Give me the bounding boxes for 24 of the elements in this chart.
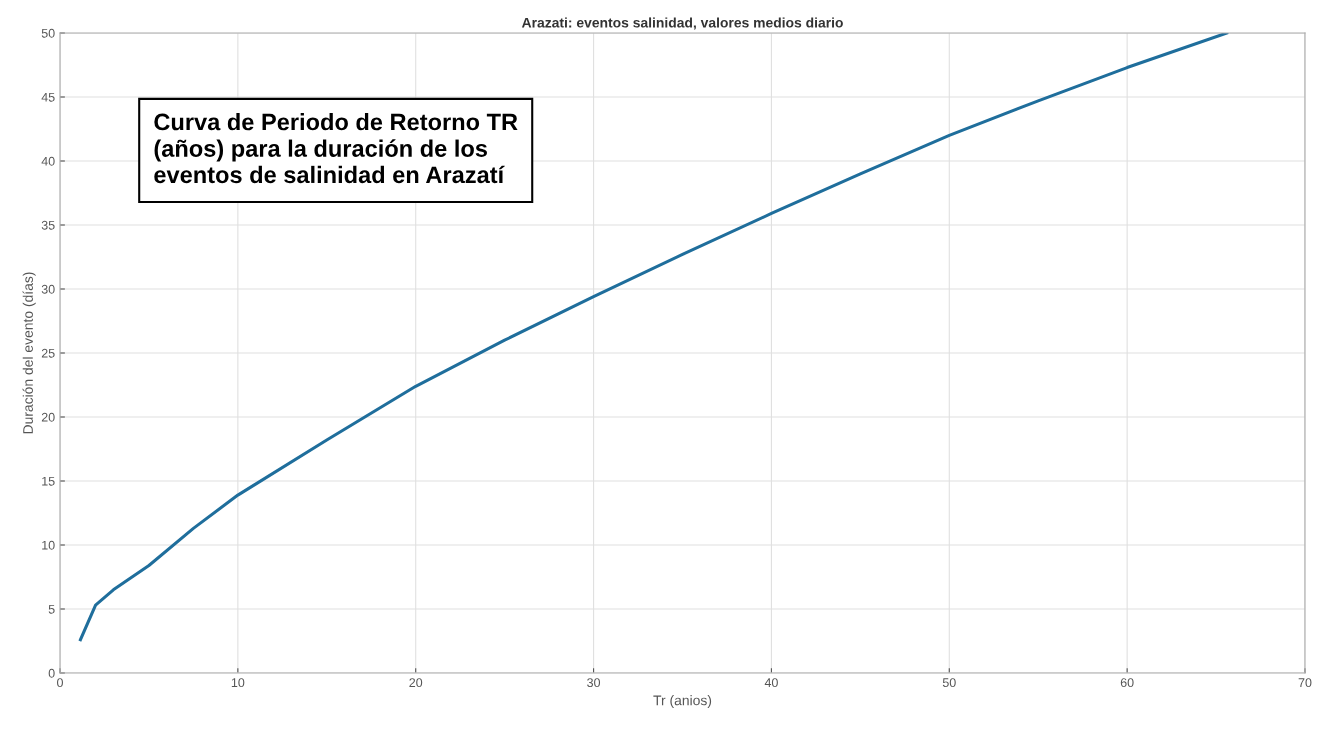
y-tick-label: 25: [41, 348, 55, 358]
annotation: Curva de Periodo de Retorno TR (años) para la duración de los eventos de salinidad en Arazatí: [154, 113, 518, 184]
x-tick-label: 40: [764, 678, 778, 688]
x-tick-label: 10: [231, 678, 245, 688]
x-tick-label: 60: [1120, 678, 1134, 688]
y-tick-label: 40: [41, 156, 55, 166]
y-axis-title: Duración del evento (días): [22, 272, 36, 434]
x-tick-label: 70: [1298, 678, 1312, 688]
y-tick-label: 10: [42, 540, 55, 550]
y-tick-label: 0: [48, 668, 55, 678]
line-series: [78, 33, 1229, 642]
y-tick-label: 45: [41, 92, 55, 102]
y-tick-label: 15: [42, 476, 55, 486]
y-tick-label: 30: [41, 284, 55, 294]
x-tick-label: 0: [57, 678, 63, 688]
chart-title: Arazati: eventos salinidad, valores medios diario: [521, 17, 843, 30]
y-tick-label: 35: [41, 220, 55, 230]
x-tick-label: 50: [942, 678, 956, 688]
y-tick-label: 20: [41, 412, 55, 422]
x-axis-title: Tr (anios): [653, 695, 712, 709]
y-tick-label: 50: [41, 28, 55, 38]
y-tick-label: 5: [48, 604, 55, 614]
x-tick-label: 20: [409, 678, 423, 688]
x-tick-label: 30: [587, 678, 601, 688]
